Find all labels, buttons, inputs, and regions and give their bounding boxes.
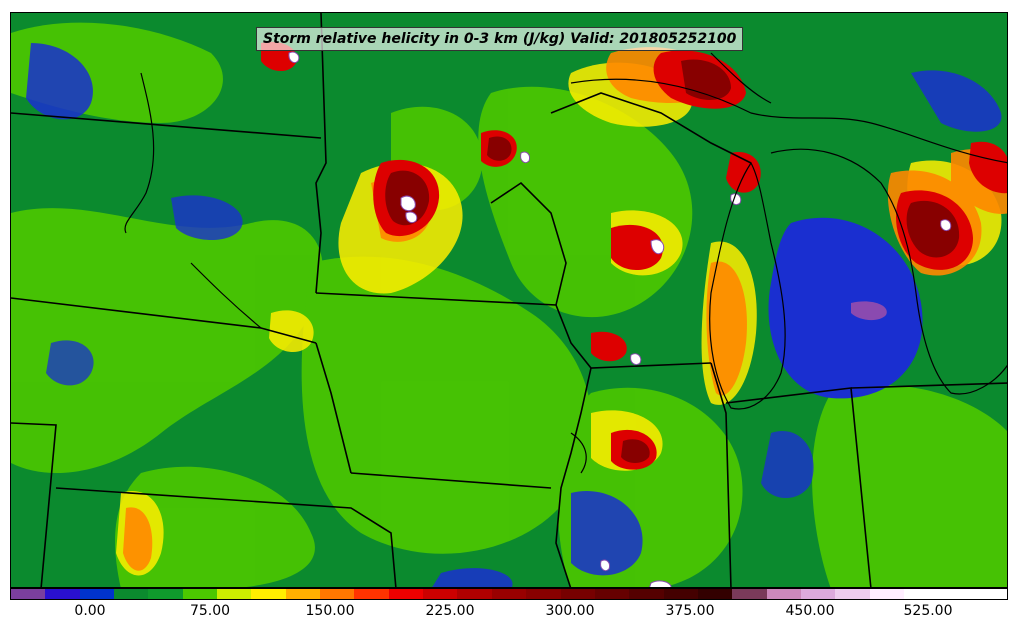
colorbar-segment bbox=[388, 589, 424, 599]
state-borders bbox=[11, 13, 1007, 587]
colorbar-segment bbox=[938, 589, 973, 599]
purple-minimum bbox=[851, 301, 887, 321]
colorbar-segment bbox=[148, 589, 183, 599]
colorbar-tick-label: 300.00 bbox=[545, 603, 595, 619]
low-helicity-areas bbox=[26, 43, 1002, 587]
map-title: Storm relative helicity in 0-3 km (J/kg)… bbox=[263, 31, 737, 47]
helicity-map bbox=[11, 13, 1007, 587]
colorbar-segment bbox=[11, 589, 46, 599]
colorbar-tick-label: 75.00 bbox=[189, 603, 231, 619]
colorbar-segment bbox=[526, 589, 561, 599]
title-box: Storm relative helicity in 0-3 km (J/kg)… bbox=[256, 27, 744, 51]
colorbar-segment bbox=[766, 589, 801, 599]
colorbar-segment bbox=[320, 589, 355, 599]
colorbar-segment bbox=[423, 589, 458, 599]
colorbar-segment bbox=[697, 589, 733, 599]
colorbar-segment bbox=[182, 589, 218, 599]
colorbar-segment bbox=[45, 589, 80, 599]
colorbar-tick-label: 525.00 bbox=[903, 603, 953, 619]
colorbar-segment bbox=[491, 589, 527, 599]
colorbar-segment bbox=[800, 589, 836, 599]
colorbar-segment bbox=[114, 589, 149, 599]
map-panel: Storm relative helicity in 0-3 km (J/kg)… bbox=[10, 12, 1008, 588]
colorbar-segment bbox=[457, 589, 492, 599]
colorbar-segment bbox=[560, 589, 595, 599]
colorbar-tick-label: 0.00 bbox=[74, 603, 106, 619]
colorbar-segment bbox=[79, 589, 115, 599]
colorbar-segment bbox=[835, 589, 870, 599]
helicity-maxima bbox=[288, 51, 952, 587]
colorbar-segment bbox=[217, 589, 252, 599]
colorbar-tick-label: 375.00 bbox=[665, 603, 715, 619]
colorbar-segment bbox=[354, 589, 389, 599]
colorbar-segment bbox=[869, 589, 904, 599]
colorbar-segment bbox=[251, 589, 286, 599]
colorbar-labels: 0.00 75.00 150.00 225.00 300.00 375.00 450.00 5… bbox=[10, 603, 1008, 625]
coastlines bbox=[124, 52, 1007, 474]
colorbar bbox=[10, 588, 1008, 600]
colorbar-segment bbox=[629, 589, 664, 599]
colorbar-segment bbox=[594, 589, 630, 599]
colorbar-segment bbox=[732, 589, 767, 599]
dark-red-cores bbox=[385, 59, 960, 463]
colorbar-segment bbox=[285, 589, 321, 599]
colorbar-segment bbox=[972, 589, 1007, 599]
colorbar-segment bbox=[903, 589, 939, 599]
colorbar-tick-label: 225.00 bbox=[425, 603, 475, 619]
colorbar-segment bbox=[663, 589, 698, 599]
colorbar-tick-label: 450.00 bbox=[785, 603, 835, 619]
colorbar-tick-label: 150.00 bbox=[305, 603, 355, 619]
